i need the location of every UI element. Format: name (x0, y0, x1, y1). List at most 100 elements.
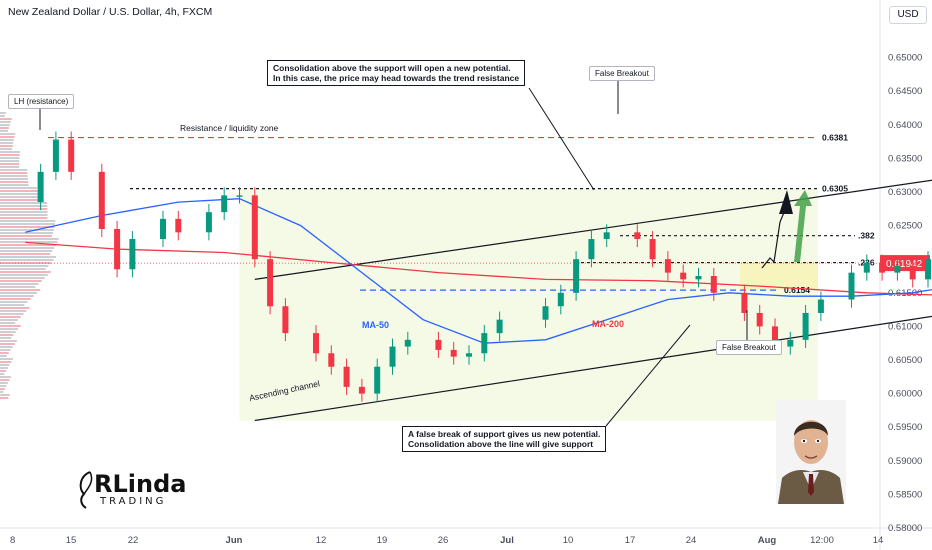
candle-body (205, 212, 212, 233)
volume-profile-bar (0, 322, 16, 324)
candle-body (817, 299, 824, 313)
candle-body (466, 353, 472, 357)
volume-profile-bar (0, 211, 48, 213)
volume-profile-bar (0, 295, 34, 297)
candle-body (129, 239, 136, 270)
candle-body (68, 139, 75, 172)
y-tick-label: 0.59500 (888, 422, 922, 433)
candle-body (925, 259, 931, 280)
volume-profile-bar (0, 202, 47, 204)
volume-profile-bar (0, 391, 4, 393)
volume-profile-bar (0, 328, 19, 330)
candle-body (695, 276, 702, 280)
false-break-note-line-2: Consolidation above the line will give s… (408, 439, 594, 449)
candle-body (404, 339, 411, 347)
volume-profile-bar (0, 250, 53, 252)
volume-profile-bar (0, 244, 56, 246)
volume-profile-bar (0, 178, 28, 180)
volume-profile-bar (0, 394, 10, 396)
candle-body (909, 265, 916, 280)
volume-profile-bar (0, 136, 15, 138)
currency-button[interactable]: USD (889, 6, 927, 24)
volume-profile-bar (0, 247, 55, 249)
x-tick-label: 26 (438, 535, 449, 546)
candle-body (588, 239, 595, 260)
consolidation-note-line-2: In this case, the price may head towards… (273, 73, 520, 83)
candle-body (603, 232, 610, 240)
volume-profile-bar (0, 226, 55, 228)
volume-profile-bar (0, 130, 8, 132)
x-tick-label: 14 (873, 535, 884, 546)
x-tick-label: Jun (226, 535, 243, 546)
volume-profile-bar (0, 208, 48, 210)
consolidation-note: Consolidation above the support will ope… (267, 60, 526, 86)
candle-body (756, 312, 763, 327)
false-break-note-line-1: A false break of support gives us new po… (408, 429, 601, 439)
volume-profile-bar (0, 319, 18, 321)
volume-profile-bar (0, 364, 10, 366)
candle-body (313, 333, 319, 354)
volume-profile-bar (0, 334, 14, 336)
volume-profile-bar (0, 133, 16, 135)
x-tick-label: 15 (66, 535, 77, 546)
volume-profile-bar (0, 265, 49, 267)
volume-profile-bar (0, 340, 17, 342)
candle-body (251, 195, 258, 260)
volume-profile-bar (0, 286, 36, 288)
volume-profile-bar (0, 190, 38, 192)
volume-profile-bar (0, 115, 5, 117)
y-tick-label: 0.58000 (888, 523, 922, 534)
y-tick-label: 0.62500 (888, 221, 922, 232)
volume-profile-bar (0, 238, 59, 240)
volume-profile-bar (0, 253, 51, 255)
level-label: .382 (858, 231, 875, 241)
y-tick-label: 0.63000 (888, 187, 922, 198)
ma200-label: MA-200 (592, 319, 624, 329)
volume-profile-bar (0, 151, 20, 153)
volume-profile-bar (0, 349, 11, 351)
volume-profile-bar (0, 181, 29, 183)
y-tick-label: 0.59000 (888, 456, 922, 467)
volume-profile-bar (0, 361, 12, 363)
volume-profile-bar (0, 388, 5, 390)
candle-body (435, 339, 442, 350)
volume-profile-bar (0, 358, 14, 360)
candle-body (450, 349, 457, 357)
logo-text-line-1: RLinda (94, 470, 187, 498)
volume-profile-bar (0, 124, 10, 126)
candle-body (160, 218, 166, 240)
candle-body (282, 306, 289, 334)
volume-profile-bar (0, 313, 24, 315)
volume-profile-bar (0, 175, 28, 177)
level-label: 0.6381 (822, 133, 848, 143)
volume-profile-bar (0, 166, 20, 168)
projection-arrow-head (779, 190, 793, 214)
volume-profile-bar (0, 352, 9, 354)
volume-profile-bar (0, 277, 45, 279)
volume-profile-bar (0, 196, 39, 198)
candle-body (374, 366, 381, 394)
volume-profile-bar (0, 160, 20, 162)
volume-profile-bar (0, 172, 28, 174)
current-price-label: 0.61942 (886, 259, 923, 270)
x-tick-label: 22 (128, 535, 139, 546)
volume-profile-bar (0, 310, 27, 312)
candle-body (221, 195, 228, 213)
candle-body (664, 259, 671, 273)
volume-profile-bar (0, 268, 46, 270)
volume-profile-bar (0, 337, 12, 339)
volume-profile-bar (0, 217, 48, 219)
volume-profile-bar (0, 235, 52, 237)
y-tick-label: 0.60000 (888, 389, 922, 400)
volume-profile-bar (0, 187, 38, 189)
volume-profile-bar (0, 331, 16, 333)
candle-body (267, 259, 274, 307)
volume-profile-bar (0, 316, 21, 318)
candle-body (343, 366, 350, 387)
volume-profile-bar (0, 142, 14, 144)
candle-body (389, 346, 396, 367)
y-tick-label: 0.60500 (888, 355, 922, 366)
rlinda-logo: RLinda TRADING (76, 468, 186, 512)
volume-profile-bar (0, 184, 29, 186)
